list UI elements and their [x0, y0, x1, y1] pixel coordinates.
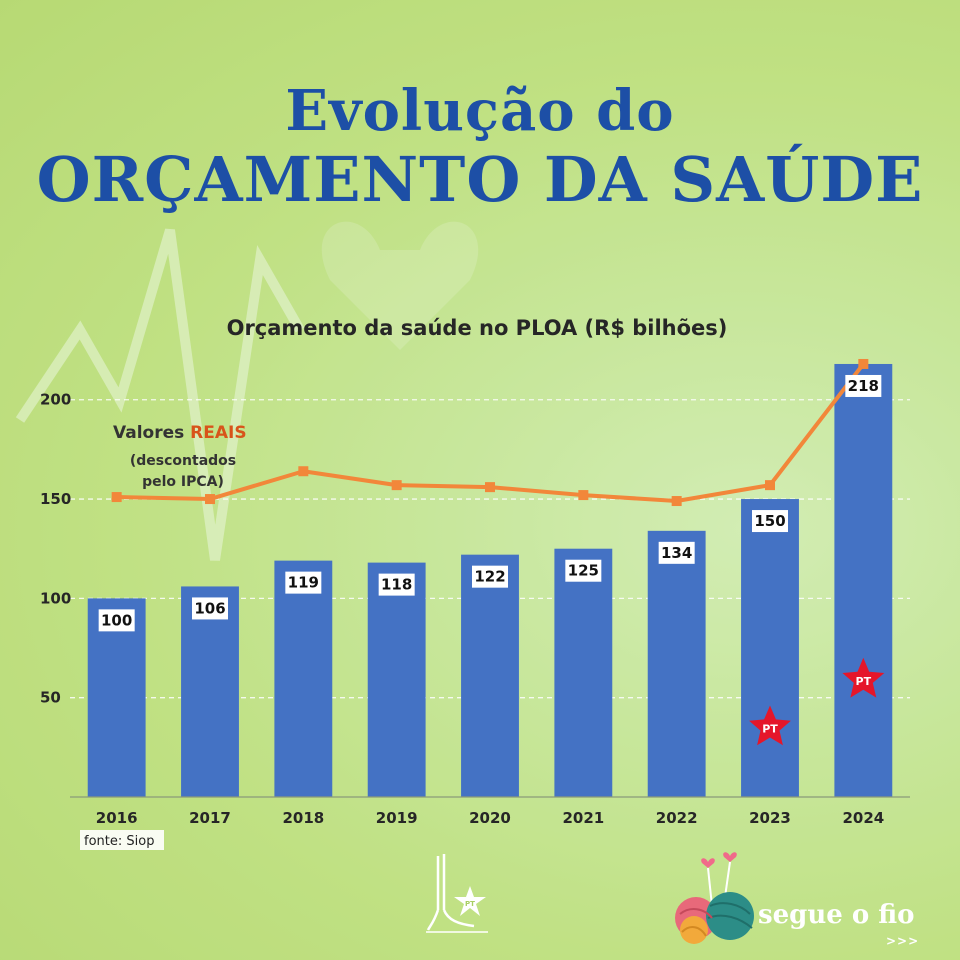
y-tick-label: 50	[40, 689, 61, 707]
bar	[741, 499, 799, 797]
data-label-box	[192, 597, 228, 620]
chart-title: Orçamento da saúde no PLOA (R$ bilhões)	[227, 316, 728, 340]
x-tick-label: 2023	[749, 809, 791, 827]
data-label: 119	[288, 574, 319, 592]
bar	[647, 530, 706, 797]
data-label: 100	[101, 611, 132, 629]
bar-series	[87, 363, 893, 797]
data-label-box	[472, 565, 508, 588]
y-tick-label: 150	[40, 490, 71, 508]
annotation-line-2: (descontados	[130, 453, 236, 469]
page-title-line-1: Evolução do	[285, 78, 675, 144]
bar	[834, 363, 893, 797]
bar	[181, 586, 239, 797]
x-tick-label: 2017	[189, 809, 231, 827]
x-tick-label: 2018	[282, 809, 324, 827]
data-label-box	[285, 571, 322, 594]
line-point	[391, 480, 402, 491]
data-label-box	[845, 374, 882, 397]
bar	[367, 562, 426, 797]
data-label: 218	[848, 377, 879, 395]
data-label-box	[752, 510, 788, 533]
data-label: 118	[381, 576, 412, 594]
bar	[461, 554, 519, 797]
bar	[87, 598, 146, 797]
x-tick-label: 2022	[656, 809, 698, 827]
page-title-line-2: ORÇAMENTO DA SAÚDE	[36, 143, 924, 216]
annotation-highlight: REAIS	[190, 423, 246, 443]
x-tick-label: 2021	[562, 809, 604, 827]
data-label-box	[658, 541, 695, 564]
line-series	[111, 358, 869, 507]
yarn-balls-logo-icon	[675, 852, 754, 944]
y-tick-label: 200	[40, 391, 71, 409]
svg-text:PT: PT	[465, 900, 475, 908]
pt-star-icon	[842, 657, 885, 698]
axes: 50 100 150 200 2016 2017 2018 2019 2020 2021 2022 2…	[40, 391, 910, 827]
pt-star-label: PT	[856, 675, 872, 688]
line-point	[111, 492, 122, 503]
line-point	[858, 358, 869, 369]
data-label: 122	[474, 568, 505, 586]
annotation-line-1: Valores	[113, 423, 190, 443]
data-labels: 100 106 119 118 122 125 134 150 218 PT PT	[98, 374, 885, 746]
real-values-annotation: Valores REAIS (descontados pelo IPCA)	[113, 423, 247, 490]
data-label: 150	[754, 512, 785, 530]
x-tick-label: 2024	[842, 809, 884, 827]
x-tick-label: 2019	[376, 809, 418, 827]
data-label-box	[98, 609, 135, 632]
data-label: 106	[194, 599, 225, 617]
data-label: 134	[661, 544, 692, 562]
pt-star-label: PT	[762, 722, 778, 735]
bar	[554, 548, 613, 797]
x-tick-label: 2016	[96, 809, 138, 827]
line-point	[298, 466, 309, 477]
line-point	[578, 490, 589, 501]
y-tick-label: 100	[40, 589, 71, 607]
svg-text:Valores REAIS: Valores REAIS	[113, 423, 247, 443]
x-tick-label: 2020	[469, 809, 511, 827]
line-point	[485, 482, 495, 493]
data-label-box	[565, 559, 602, 582]
line-point	[671, 496, 682, 507]
line-point	[205, 494, 215, 505]
data-label: 125	[568, 562, 599, 580]
data-label-box	[378, 573, 415, 596]
pt-hand-logo-icon: PT	[426, 854, 488, 933]
svg-text:fonte: Siop: fonte: Siop	[84, 834, 154, 849]
line-point	[765, 480, 775, 491]
brand-arrows: >>>	[886, 934, 920, 948]
bar	[274, 560, 333, 797]
annotation-line-3: pelo IPCA)	[142, 474, 224, 490]
brand-text: segue o fio	[758, 900, 915, 930]
source-label: fonte: Siop	[80, 830, 164, 850]
budget-chart: Orçamento da saúde no PLOA (R$ bilhões) …	[40, 316, 910, 850]
pt-star-icon	[749, 705, 791, 746]
